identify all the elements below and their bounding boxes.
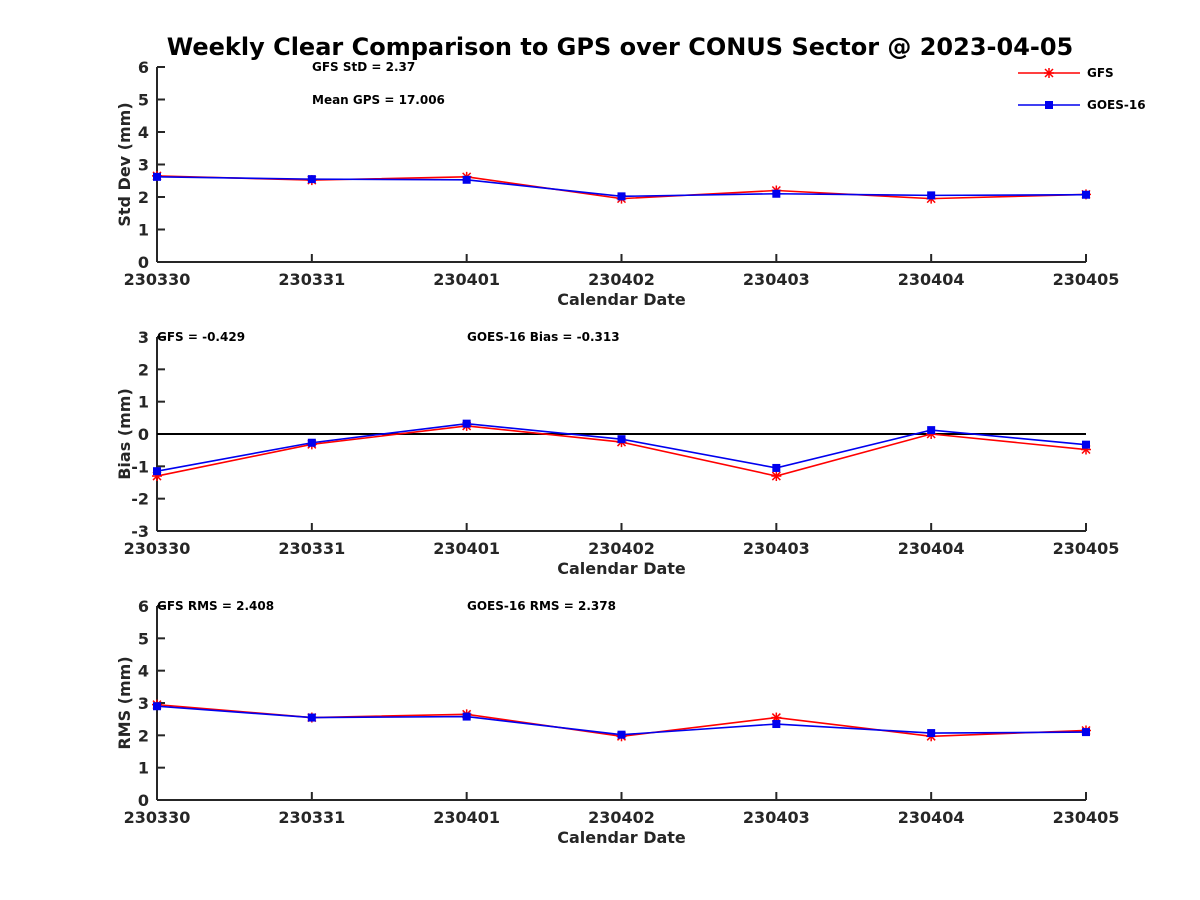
bias-x-tick-label: 230405	[1053, 539, 1120, 558]
bias-y-axis-label: Bias (mm)	[115, 388, 134, 480]
rms-y-tick-label: 6	[138, 597, 149, 616]
bias-x-tick-label: 230330	[124, 539, 191, 558]
bias-annotation: GFS = -0.429	[157, 330, 245, 344]
bias-y-tick-label: 2	[138, 360, 149, 379]
stddev-annotation: Mean GPS = 17.006	[312, 93, 445, 107]
bias-y-tick-label: -1	[131, 457, 149, 476]
bias-series-goes16-point	[307, 438, 316, 447]
rms-y-axis-label: RMS (mm)	[115, 656, 134, 749]
stddev-x-tick-label: 230405	[1053, 270, 1120, 289]
bias-y-tick-label: -2	[131, 490, 149, 509]
stddev-series-goes16-point	[462, 175, 471, 184]
stddev-x-tick-label: 230401	[433, 270, 500, 289]
rms-x-tick-label: 230331	[278, 808, 345, 827]
legend: GFS GOES-16	[1018, 66, 1146, 112]
rms-series-goes16-point	[462, 712, 471, 721]
stddev-x-tick-label: 230402	[588, 270, 655, 289]
rms-x-tick-label: 230330	[124, 808, 191, 827]
bias-series-goes16-point	[617, 435, 626, 444]
stddev-y-axis-label: Std Dev (mm)	[115, 102, 134, 226]
stddev-x-tick-label: 230331	[278, 270, 345, 289]
stddev-series-goes16-point	[772, 189, 781, 198]
rms-series-goes16-point	[1082, 728, 1090, 737]
bias-series-goes16-point	[153, 467, 161, 476]
stddev-series-goes16-point	[153, 172, 161, 181]
legend-goes-label: GOES-16	[1087, 98, 1146, 112]
rms-annotation: GFS RMS = 2.408	[157, 599, 274, 613]
panel-rms: 0 1 2 3 4 5 6 230330 230331 230401 230402 230403 230…	[115, 597, 1119, 847]
stddev-annotation: GFS StD = 2.37	[312, 60, 415, 74]
legend-gfs-label: GFS	[1087, 66, 1114, 80]
stddev-series-goes16-point	[617, 192, 626, 201]
rms-series-goes16-point	[617, 730, 626, 739]
rms-x-axis-label: Calendar Date	[557, 828, 686, 847]
legend-goes-marker	[1045, 101, 1053, 109]
bias-y-tick-label: 3	[138, 328, 149, 347]
rms-y-tick-label: 0	[138, 791, 149, 810]
bias-x-tick-label: 230404	[898, 539, 965, 558]
rms-series-goes16-point	[307, 713, 316, 722]
rms-y-tick-label: 2	[138, 726, 149, 745]
rms-series-goes16-line	[156, 705, 1087, 736]
bias-series-goes16-point	[772, 463, 781, 472]
stddev-y-tick-label: 3	[138, 156, 149, 175]
rms-series-goes16-point	[927, 729, 936, 738]
bias-x-axis-label: Calendar Date	[557, 559, 686, 578]
rms-x-tick-label: 230404	[898, 808, 965, 827]
rms-y-tick-label: 4	[138, 662, 149, 681]
stddev-x-tick-label: 230404	[898, 270, 965, 289]
bias-y-tick-label: 0	[138, 425, 149, 444]
stddev-y-tick-label: 1	[138, 221, 149, 240]
rms-annotation: GOES-16 RMS = 2.378	[467, 599, 616, 613]
bias-x-tick-label: 230331	[278, 539, 345, 558]
stddev-series-goes16-point	[1082, 190, 1090, 199]
stddev-series-goes16-point	[927, 191, 936, 200]
rms-x-tick-label: 230403	[743, 808, 810, 827]
bias-x-tick-label: 230401	[433, 539, 500, 558]
bias-x-tick-label: 230402	[588, 539, 655, 558]
panel-stddev: 0 1 2 3 4 5 6 230330 230331 230401 230402 230403 230…	[115, 58, 1119, 309]
stddev-y-tick-label: 5	[138, 91, 149, 110]
legend-gfs-marker	[1044, 68, 1054, 78]
bias-series-goes16-point	[462, 419, 471, 428]
chart-title: Weekly Clear Comparison to GPS over CONU…	[167, 33, 1074, 61]
panel-bias: -3 -2 -1 0 1 2 3 230330 230331 230401 230402 230403…	[115, 328, 1119, 578]
stddev-x-tick-label: 230330	[124, 270, 191, 289]
rms-x-tick-label: 230405	[1053, 808, 1120, 827]
bias-y-tick-label: 1	[138, 393, 149, 412]
rms-y-tick-label: 5	[138, 629, 149, 648]
rms-series-goes16-point	[772, 720, 781, 729]
rms-x-tick-label: 230402	[588, 808, 655, 827]
bias-series-goes16-point	[1082, 440, 1090, 449]
bias-y-tick-label: -3	[131, 522, 149, 541]
bias-series-gfs-point	[771, 471, 782, 482]
bias-x-tick-label: 230403	[743, 539, 810, 558]
stddev-y-tick-label: 0	[138, 253, 149, 272]
stddev-x-tick-label: 230403	[743, 270, 810, 289]
stddev-series-goes16-point	[307, 175, 316, 184]
stddev-y-tick-label: 2	[138, 188, 149, 207]
rms-y-tick-label: 1	[138, 759, 149, 778]
rms-x-tick-label: 230401	[433, 808, 500, 827]
bias-series-goes16-point	[927, 426, 936, 435]
rms-y-tick-label: 3	[138, 694, 149, 713]
rms-series-goes16-point	[153, 702, 161, 711]
stddev-x-axis-label: Calendar Date	[557, 290, 686, 309]
bias-annotation: GOES-16 Bias = -0.313	[467, 330, 620, 344]
stddev-y-tick-label: 6	[138, 58, 149, 77]
stddev-y-tick-label: 4	[138, 123, 149, 142]
